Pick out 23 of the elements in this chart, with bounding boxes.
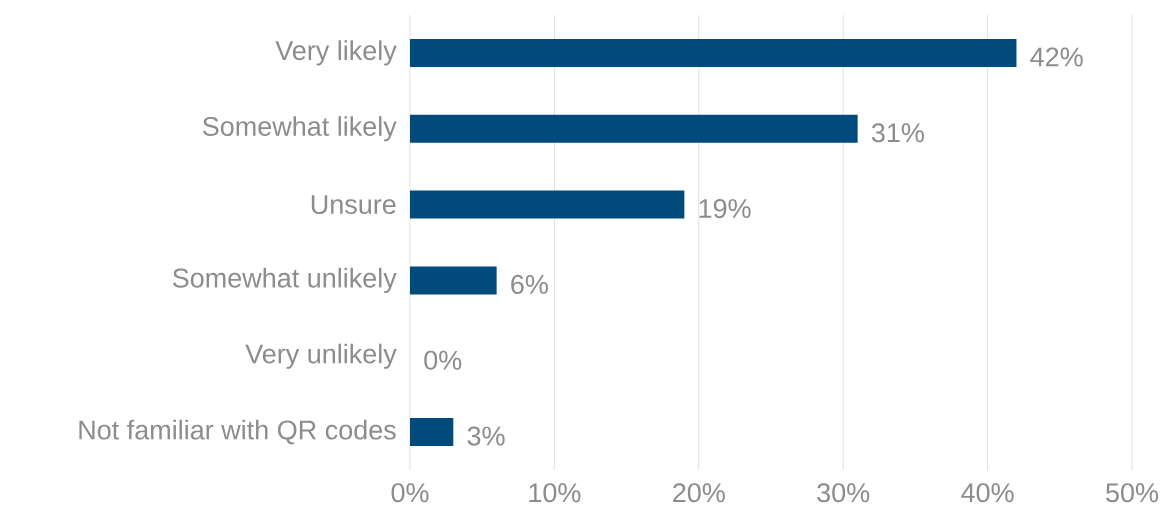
bar [410, 418, 454, 447]
bar [410, 266, 497, 295]
y-tick-label: Unsure [311, 195, 396, 214]
x-tick-label: 30% [817, 483, 870, 503]
bar [410, 114, 858, 143]
y-tick-label: Not familiar with QR codes [79, 419, 396, 445]
data-label: 3% [467, 426, 505, 446]
y-tick-label: Somewhat unlikely [172, 267, 397, 293]
y-tick-label: Very unlikely [245, 343, 397, 369]
data-label: 19% [699, 199, 751, 219]
x-tick-label: 50% [1106, 483, 1159, 503]
data-label: 42% [1030, 47, 1083, 67]
bar [410, 38, 1017, 67]
y-tick-label: Somewhat likely [202, 116, 397, 142]
data-label: 31% [871, 123, 924, 143]
bar [410, 190, 685, 219]
x-tick-label: 40% [961, 483, 1014, 503]
data-label: 0% [424, 350, 462, 370]
x-tick-label: 10% [529, 483, 581, 503]
y-tick-label: Very likely [275, 40, 397, 66]
x-tick-label: 0% [391, 483, 429, 503]
x-tick-label: 20% [673, 483, 725, 503]
data-label: 6% [511, 274, 548, 294]
